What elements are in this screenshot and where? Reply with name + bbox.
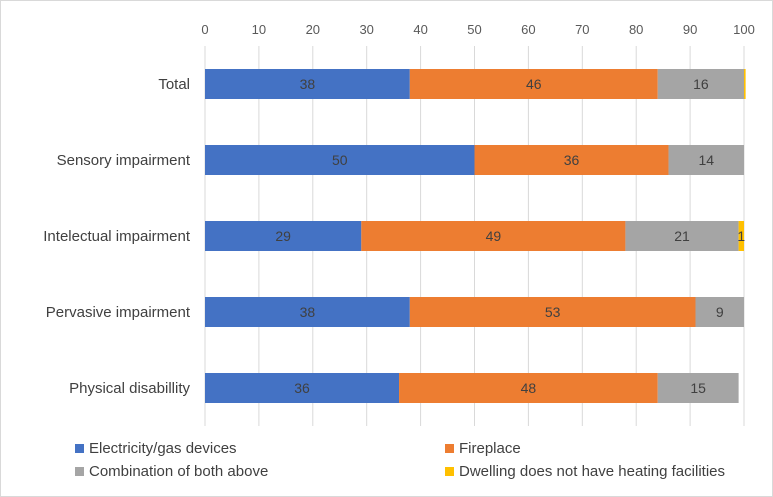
data-label: 36 [564,152,580,168]
bar-segment [657,69,744,99]
data-label: 14 [698,152,714,168]
legend-swatch [75,467,84,476]
x-tick-label: 0 [201,22,208,37]
bar-segment [657,373,739,403]
legend-item: Fireplace [445,440,765,457]
bar-segment [409,69,658,99]
x-tick-label: 90 [683,22,697,37]
legend-swatch [445,444,454,453]
x-tick-label: 100 [733,22,755,37]
data-label: 38 [300,304,316,320]
data-label: 9 [716,304,724,320]
legend-swatch [75,444,84,453]
bar-segment [409,297,696,327]
data-label: 15 [690,380,706,396]
bar-segment [668,145,744,175]
x-tick-label: 10 [252,22,266,37]
bar-segment [738,221,744,251]
legend-label: Combination of both above [89,463,269,480]
category-label: Total [158,76,190,93]
x-tick-label: 50 [467,22,481,37]
data-label: 53 [545,304,561,320]
x-tick-label: 60 [521,22,535,37]
data-label: 36 [294,380,310,396]
data-label: 21 [674,228,690,244]
x-tick-label: 80 [629,22,643,37]
x-tick-label: 30 [359,22,373,37]
legend: Electricity/gas devices Fireplace Combin… [75,440,765,480]
bar-segment [625,221,739,251]
bar-segment [361,221,626,251]
data-label: 49 [486,228,502,244]
data-label: 38 [300,76,316,92]
data-label: 50 [332,152,348,168]
legend-label: Fireplace [459,440,521,457]
bar-segment [474,145,669,175]
data-label: 1 [737,228,745,244]
bar-segment [205,69,410,99]
legend-swatch [445,467,454,476]
x-tick-label: 20 [306,22,320,37]
legend-label: Dwelling does not have heating facilitie… [459,463,725,480]
data-label: 46 [526,76,542,92]
bar-segment [695,297,744,327]
bar-segment [205,221,362,251]
category-label: Sensory impairment [57,152,191,169]
bar-segment [399,373,658,403]
legend-item: Electricity/gas devices [75,440,445,457]
legend-item: Dwelling does not have heating facilitie… [445,463,765,480]
bars: 38 46 16 50 36 14 29 49 21 1 38 53 9 36 48 15 [205,69,746,403]
category-labels: Total Sensory impairment Intelectual impai… [43,76,191,397]
bar-segment [205,297,410,327]
category-label: Physical disabillity [69,380,190,397]
category-label: Intelectual impairment [43,228,191,245]
x-tick-label: 70 [575,22,589,37]
data-label: 29 [275,228,291,244]
data-label: 48 [521,380,537,396]
category-label: Pervasive impairment [46,304,191,321]
bar-segment [205,145,475,175]
x-tick-label: 40 [413,22,427,37]
bar-segment [205,373,400,403]
bar-segment [744,69,746,99]
legend-item: Combination of both above [75,463,445,480]
x-axis-ticks: 0 10 20 30 40 50 60 70 80 90 100 [201,22,754,37]
data-label: 16 [693,76,709,92]
legend-label: Electricity/gas devices [89,440,237,457]
